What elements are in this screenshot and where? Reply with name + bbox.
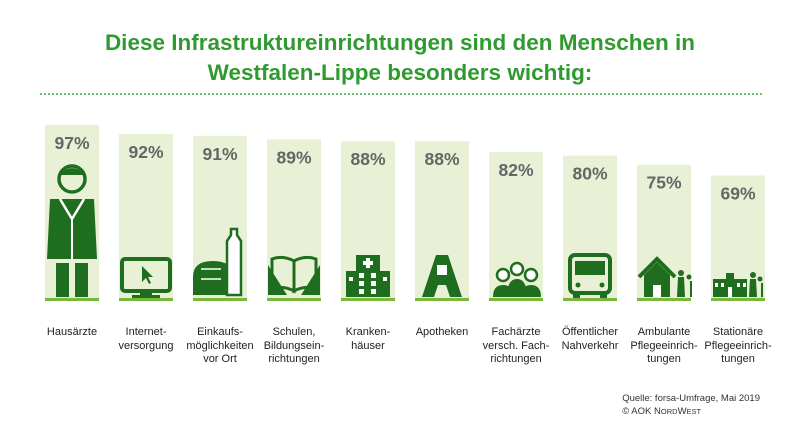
doctor-icon: [47, 164, 97, 297]
category-label: Ambulante Pflegeeinrich- tungen: [630, 326, 698, 365]
bar-baseline: [267, 298, 321, 301]
value-label: 97%: [54, 133, 89, 153]
category-label: Öffentlicher Nahverkehr: [561, 326, 619, 352]
category-label: Kranken- häuser: [345, 326, 391, 352]
source-note: Quelle: forsa-Umfrage, Mai 2019 © AOK NO…: [622, 393, 760, 418]
value-label: 91%: [202, 144, 237, 164]
category-label: Einkaufs- möglichkeiten vor Ort: [186, 326, 254, 365]
bar-baseline: [45, 298, 99, 301]
category-label: Fachärzte versch. Fach- richtungen: [482, 326, 550, 365]
bar-baseline: [193, 298, 247, 301]
pharmacy-icon: [422, 255, 462, 297]
source-line: Quelle: forsa-Umfrage, Mai 2019: [622, 393, 760, 404]
bar-baseline: [563, 298, 617, 301]
category-label: Hausärzte: [46, 326, 98, 338]
value-label: 89%: [276, 147, 311, 167]
bar-baseline: [119, 298, 173, 301]
bar-baseline: [341, 298, 395, 301]
value-label: 88%: [350, 149, 385, 169]
bus-icon: [568, 253, 612, 298]
open-book-icon: [268, 255, 320, 295]
value-label: 92%: [128, 142, 163, 162]
specialists-icon: [493, 261, 541, 297]
chart-title-line-2: Westfalen-Lippe besonders wichtig:: [207, 60, 593, 85]
value-label: 82%: [498, 160, 533, 180]
home-care-icon: [637, 256, 692, 297]
title-divider: [40, 93, 762, 95]
value-label: 69%: [720, 184, 755, 204]
care-home-icon: [713, 272, 763, 297]
category-label: Internet- versorgung: [118, 326, 174, 352]
monitor-cursor-icon: [120, 257, 172, 298]
chart-title: Diese Infrastruktureinrichtungen sind de…: [0, 28, 800, 88]
category-label: Schulen, Bildungsein- richtungen: [263, 326, 325, 365]
groceries-icon: [193, 227, 243, 297]
bar-baseline: [711, 298, 765, 301]
bar-baseline: [415, 298, 469, 301]
value-label: 80%: [572, 164, 607, 184]
value-label: 88%: [424, 149, 459, 169]
bar-baseline: [489, 298, 543, 301]
bar-baseline: [637, 298, 691, 301]
value-label: 75%: [646, 173, 681, 193]
category-label: Apotheken: [415, 326, 469, 338]
hospital-icon: [346, 255, 390, 297]
copyright-line: © AOK NORDWEST: [622, 405, 702, 417]
chart-title-line-1: Diese Infrastruktureinrichtungen sind de…: [104, 30, 696, 55]
category-label: Stationäre Pflegeeinrich- tungen: [704, 326, 772, 365]
